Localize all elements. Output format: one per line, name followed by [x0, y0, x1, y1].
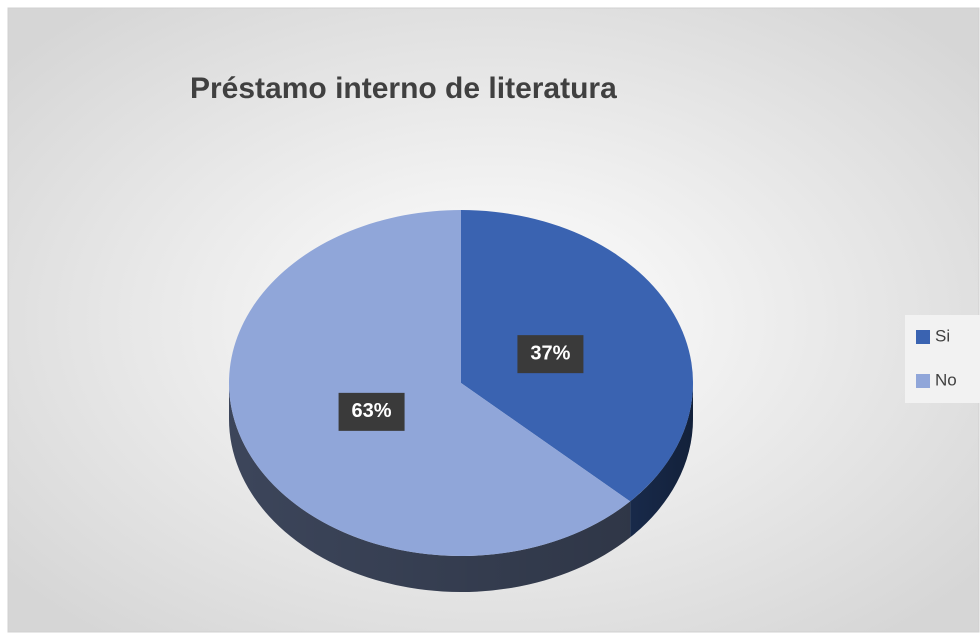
- legend-label: No: [935, 370, 957, 389]
- pie-side-shade: [228, 383, 631, 592]
- chart-title: Préstamo interno de literatura: [190, 72, 617, 105]
- data-label-box: [338, 392, 405, 431]
- legend-swatch: [916, 374, 930, 388]
- legend-swatch: [916, 330, 930, 344]
- pie-slice: [228, 210, 631, 556]
- legend-box: [905, 315, 980, 403]
- data-label-box: [517, 335, 584, 374]
- data-label: 63%: [352, 400, 392, 422]
- pie-side-shade: [630, 383, 693, 538]
- data-label: 37%: [530, 342, 570, 364]
- legend-label: Si: [935, 326, 950, 345]
